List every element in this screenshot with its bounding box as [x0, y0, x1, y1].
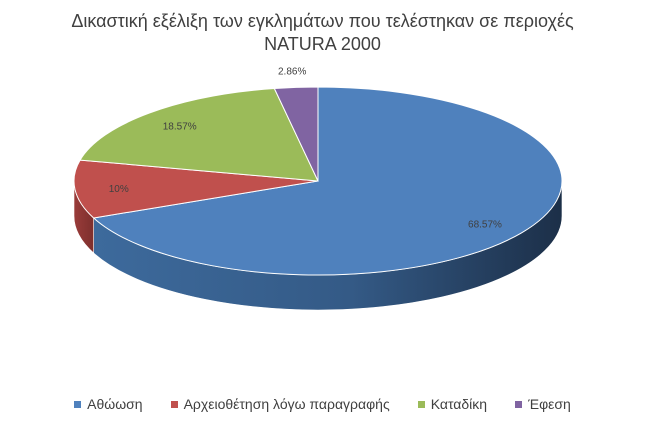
chart-title: Δικαστική εξέλιξη των εγκλημάτων που τελ… [0, 10, 645, 56]
legend-item-efesi: Έφεση [515, 396, 571, 412]
legend-swatch [170, 400, 178, 408]
chart-title-line-1: Δικαστική εξέλιξη των εγκλημάτων που τελ… [71, 11, 574, 31]
legend-item-athoosi: Αθώωση [74, 396, 143, 412]
legend-label: Καταδίκη [430, 396, 488, 412]
legend-swatch [515, 400, 523, 408]
slice-archeiothetisi [73, 159, 319, 219]
slice-katadiki-data-label: 18.57% [163, 121, 197, 132]
slice-archeiothetisi-data-label: 10% [109, 184, 129, 195]
slice-athoosi-data-label: 68.57% [468, 219, 502, 230]
slice-efesi [273, 86, 319, 182]
legend: Αθώωση Αρχειοθέτηση λόγω παραγραφής Κατα… [0, 394, 645, 414]
legend-swatch [74, 400, 82, 408]
legend-label: Αθώωση [87, 396, 143, 412]
legend-label: Έφεση [528, 396, 571, 412]
legend-label: Αρχειοθέτηση λόγω παραγραφής [183, 396, 390, 412]
chart-title-line-2: NATURA 2000 [264, 34, 381, 54]
slice-katadiki [79, 87, 319, 182]
slice-athoosi [92, 86, 563, 276]
legend-swatch [417, 400, 425, 408]
pie-tops [73, 86, 563, 276]
legend-item-archeiothetisi: Αρχειοθέτηση λόγω παραγραφής [170, 396, 390, 412]
slice-efesi-data-label: 2.86% [278, 67, 306, 78]
pie-data-labels: 68.57% 10% 18.57% 2.86% [109, 67, 502, 231]
legend-item-katadiki: Καταδίκη [417, 396, 488, 412]
